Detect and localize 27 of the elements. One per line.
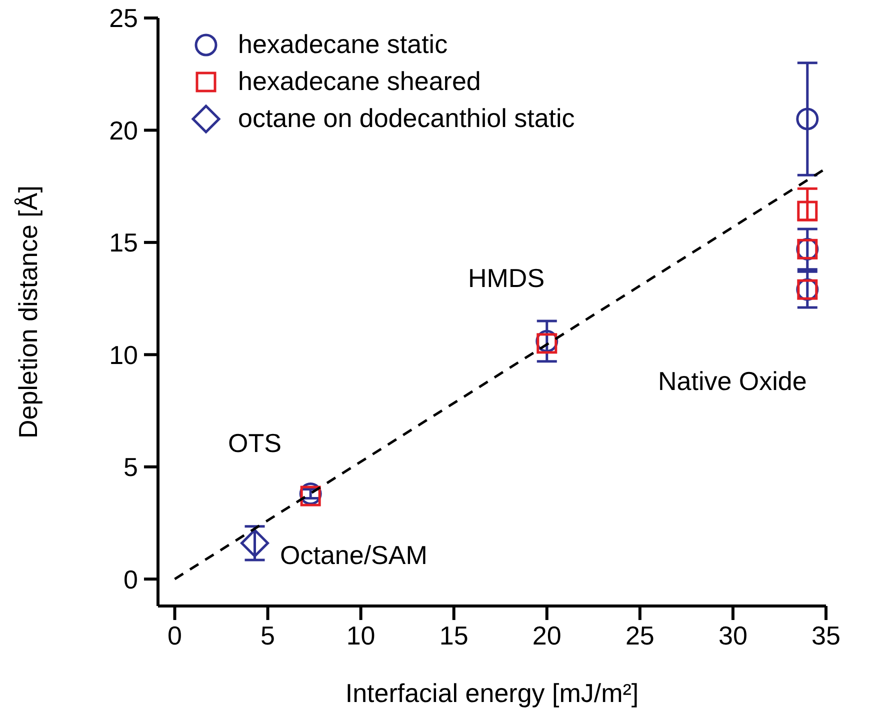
legend-label: octane on dodecanthiol static (238, 103, 575, 134)
point (536, 333, 558, 354)
x-tick-label: 20 (532, 620, 562, 650)
y-tick-label: 5 (124, 452, 138, 482)
annotation: OTS (228, 428, 282, 459)
y-tick-label: 15 (109, 228, 138, 258)
annotation: Native Oxide (658, 366, 807, 397)
annotation: HMDS (468, 263, 545, 294)
y-tick-label: 0 (124, 564, 138, 594)
x-tick-label: 15 (439, 620, 468, 650)
x-tick-label: 35 (812, 620, 840, 650)
legend-label: hexadecane sheared (238, 66, 481, 97)
y-tick-label: 25 (109, 3, 138, 34)
y-tick-label: 20 (109, 115, 138, 146)
x-tick-label: 25 (625, 620, 654, 650)
point (797, 200, 818, 222)
y-axis-title: Depletion distance [Å] (13, 186, 44, 438)
legend-label: hexadecane static (238, 29, 448, 60)
x-tick-label: 30 (718, 620, 748, 650)
x-tick-label: 5 (260, 620, 276, 650)
y-tick-label: 10 (109, 340, 138, 370)
x-axis-title: Interfacial energy [mJ/m²] (345, 678, 639, 708)
point (796, 108, 819, 130)
x-tick-label: 10 (346, 620, 376, 650)
x-tick-label: 0 (168, 620, 182, 650)
annotation: Octane/SAM (280, 540, 428, 571)
point (240, 528, 270, 558)
